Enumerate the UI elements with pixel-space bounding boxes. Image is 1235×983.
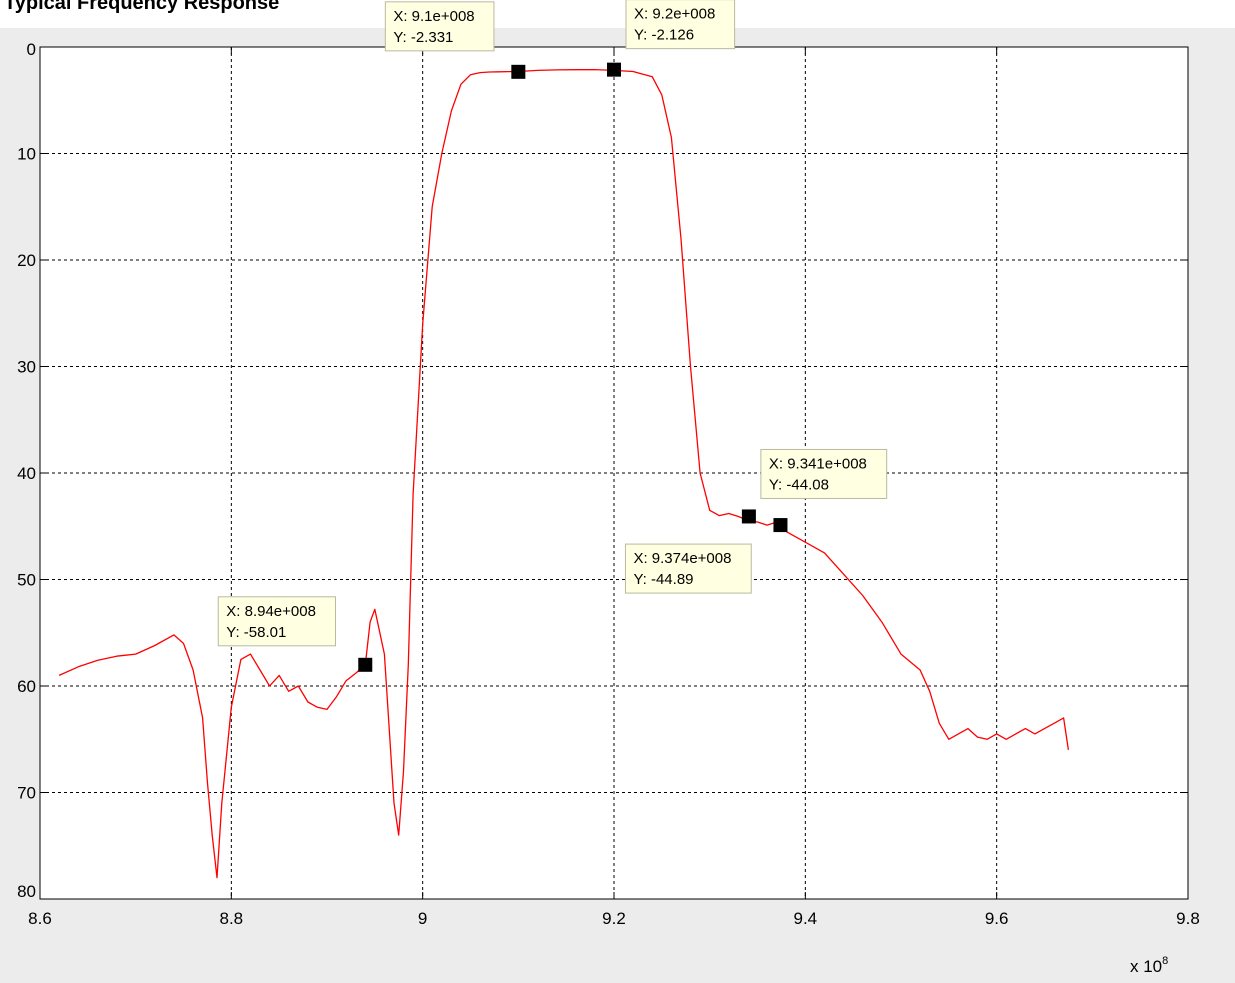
x-tick-label: 9.2 xyxy=(602,909,626,928)
datatip-x-text: X: 9.1e+008 xyxy=(393,8,474,25)
datatip-y-text: Y: -58.01 xyxy=(226,624,286,641)
datatip-x-text: X: 9.2e+008 xyxy=(634,6,715,23)
datatip[interactable]: X: 8.94e+008 Y: -58.01 xyxy=(217,596,373,672)
datatip[interactable]: X: 9.1e+008 Y: -2.331 xyxy=(384,1,526,79)
datatip-layer: X: 9.1e+008 Y: -2.331 X: 9.2e+008 Y: -2.126… xyxy=(217,0,888,672)
x-tick-label: 9.6 xyxy=(985,909,1009,928)
series-layer xyxy=(58,68,1070,879)
datatip-marker[interactable] xyxy=(511,64,526,79)
datatip-marker[interactable] xyxy=(358,657,373,672)
datatip-box xyxy=(384,1,495,52)
datatip-y-text: Y: -44.89 xyxy=(633,571,693,588)
y-tick-label: 70 xyxy=(17,784,36,803)
x-tick-label: 8.6 xyxy=(28,909,52,928)
datatip-marker[interactable] xyxy=(773,518,788,533)
x-tick-label: 9.4 xyxy=(794,909,818,928)
y-tick-label: 0 xyxy=(27,40,36,59)
y-tick-label: 40 xyxy=(17,464,36,483)
y-tick-label: 60 xyxy=(17,677,36,696)
datatip[interactable]: X: 9.374e+008 Y: -44.89 xyxy=(624,518,788,594)
y-tick-label: 10 xyxy=(17,145,36,164)
x-tick-label: 9.8 xyxy=(1176,909,1200,928)
datatip-marker[interactable] xyxy=(741,509,756,524)
datatip-y-text: Y: -44.08 xyxy=(769,476,829,493)
chart-title: Typical Frequency Response xyxy=(4,0,280,14)
datatip[interactable]: X: 9.2e+008 Y: -2.126 xyxy=(607,0,736,77)
datatip-box xyxy=(760,448,888,499)
tick-layer: 8.6 8.8 9 9.2 9.4 9.6 9.8 0 10 20 30 40 50 60 70 80 xyxy=(17,40,1200,928)
datatip-marker[interactable] xyxy=(607,62,621,77)
datatip-box xyxy=(217,596,336,647)
datatip[interactable]: X: 9.341e+008 Y: -44.08 xyxy=(741,448,888,524)
datatip-box xyxy=(624,543,752,594)
y-tick-label: 30 xyxy=(17,358,36,377)
x-tick-label: 8.8 xyxy=(220,909,244,928)
y-tick-label: 80 xyxy=(17,882,36,901)
x-axis-exponent-label: x 108 xyxy=(1130,955,1168,976)
x-tick-label: 9 xyxy=(418,909,427,928)
datatip-x-text: X: 8.94e+008 xyxy=(226,603,316,620)
datatip-y-text: Y: -2.331 xyxy=(393,29,453,46)
datatip-x-text: X: 9.374e+008 xyxy=(633,550,731,567)
series-line xyxy=(58,68,1070,879)
datatip-y-text: Y: -2.126 xyxy=(634,27,694,44)
y-tick-label: 50 xyxy=(17,571,36,590)
datatip-box xyxy=(625,0,736,50)
datatip-x-text: X: 9.341e+008 xyxy=(769,455,867,472)
y-tick-label: 20 xyxy=(17,251,36,270)
